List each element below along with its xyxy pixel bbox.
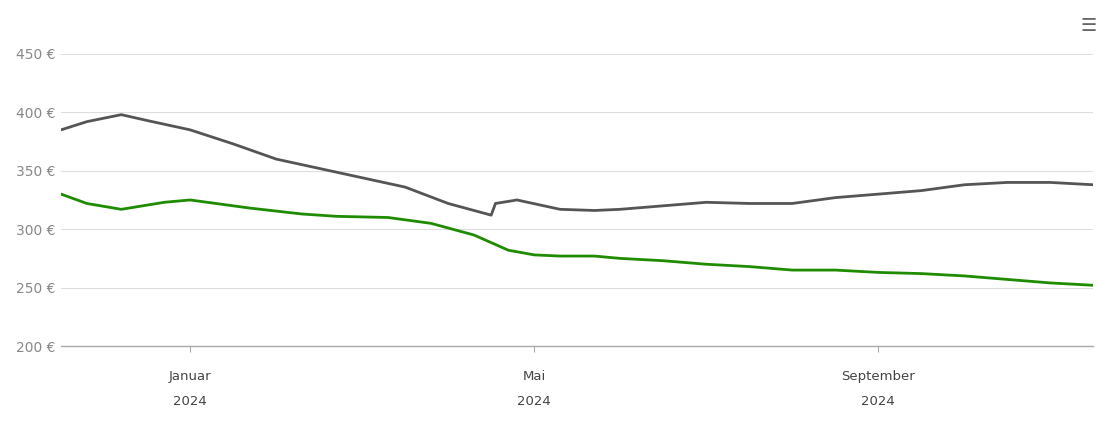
Text: ☰: ☰ — [1080, 17, 1097, 35]
Sackware — [442, 201, 455, 206]
Sackware — [511, 197, 524, 203]
Sackware — [828, 195, 841, 200]
lose Ware — [382, 215, 395, 220]
lose Ware — [54, 192, 68, 197]
Line: lose Ware: lose Ware — [61, 194, 1093, 285]
Sackware — [80, 119, 93, 124]
lose Ware — [1043, 280, 1057, 285]
Sackware — [484, 213, 497, 218]
Sackware — [588, 208, 602, 213]
lose Ware — [244, 206, 258, 211]
lose Ware — [786, 268, 799, 273]
Text: Januar: Januar — [169, 371, 211, 383]
lose Ware — [424, 221, 437, 226]
lose Ware — [554, 254, 567, 259]
Text: Mai: Mai — [523, 371, 546, 383]
lose Ware — [527, 252, 541, 257]
Sackware — [313, 166, 326, 171]
Sackware — [270, 157, 283, 162]
Text: 2024: 2024 — [861, 395, 895, 408]
lose Ware — [467, 233, 481, 238]
lose Ware — [183, 197, 196, 203]
Sackware — [398, 184, 412, 189]
Sackware — [614, 207, 627, 212]
lose Ware — [502, 248, 515, 253]
Sackware — [1087, 182, 1100, 187]
Sackware — [871, 192, 885, 197]
lose Ware — [210, 201, 223, 206]
Text: September: September — [841, 371, 915, 383]
Sackware — [355, 175, 369, 180]
lose Ware — [330, 214, 343, 219]
Line: Sackware: Sackware — [61, 115, 1093, 215]
Sackware — [554, 207, 567, 212]
lose Ware — [1001, 277, 1015, 282]
Sackware — [183, 127, 196, 133]
Sackware — [699, 200, 713, 205]
Sackware — [140, 118, 153, 123]
Sackware — [657, 203, 670, 208]
Sackware — [114, 112, 128, 117]
lose Ware — [1087, 283, 1100, 288]
lose Ware — [114, 207, 128, 212]
lose Ware — [958, 273, 971, 279]
Text: 2024: 2024 — [173, 395, 206, 408]
Text: 2024: 2024 — [517, 395, 551, 408]
Sackware — [54, 127, 68, 133]
Sackware — [488, 201, 502, 206]
Sackware — [958, 182, 971, 187]
Sackware — [786, 201, 799, 206]
lose Ware — [657, 258, 670, 263]
Sackware — [915, 188, 928, 193]
lose Ware — [614, 256, 627, 261]
lose Ware — [80, 201, 93, 206]
lose Ware — [158, 200, 171, 205]
Sackware — [743, 201, 756, 206]
Sackware — [1001, 180, 1015, 185]
lose Ware — [699, 262, 713, 267]
lose Ware — [828, 268, 841, 273]
lose Ware — [588, 254, 602, 259]
lose Ware — [915, 271, 928, 276]
Sackware — [226, 141, 240, 146]
Sackware — [1043, 180, 1057, 185]
lose Ware — [743, 264, 756, 269]
lose Ware — [871, 270, 885, 275]
lose Ware — [295, 211, 309, 216]
